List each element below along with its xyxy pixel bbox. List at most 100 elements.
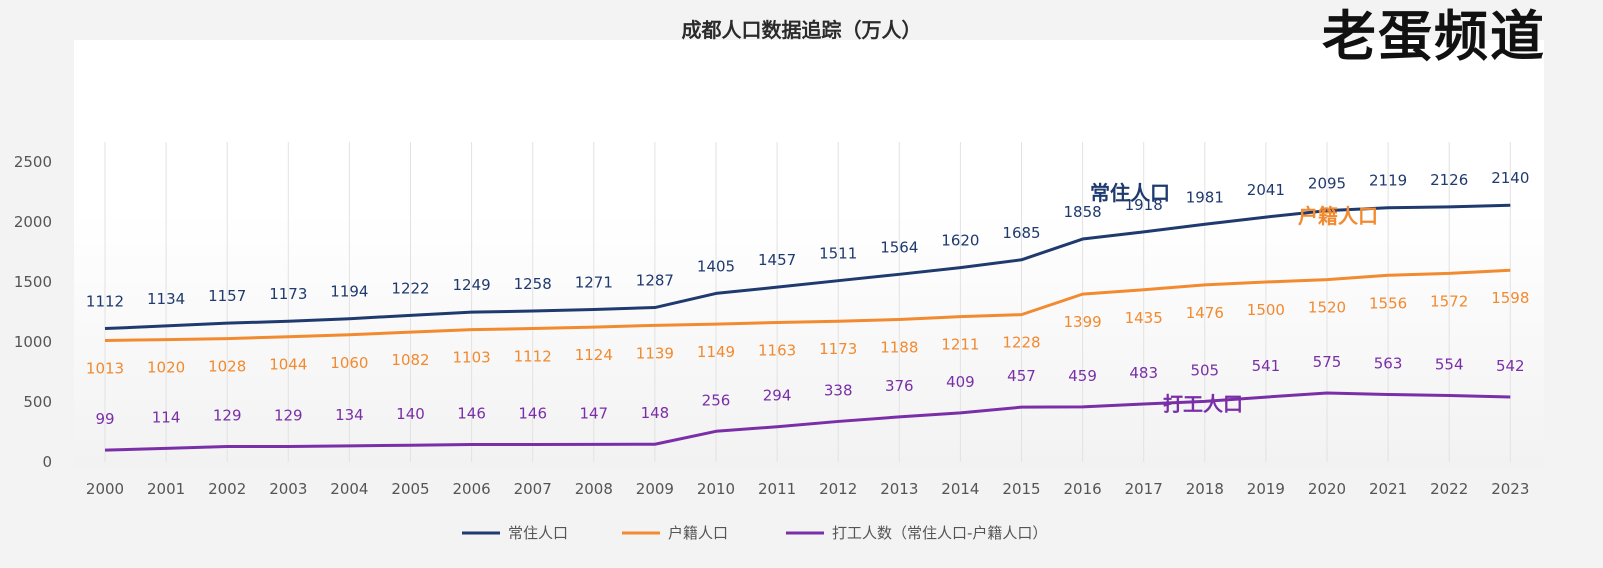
x-tick-label: 2007 [514,480,552,498]
data-label: 146 [457,404,486,422]
x-tick-label: 2015 [1002,480,1040,498]
x-tick-label: 2006 [453,480,491,498]
data-label: 1564 [880,238,918,256]
data-label: 1500 [1247,301,1285,319]
data-label: 542 [1496,357,1525,375]
data-label: 1435 [1125,309,1163,327]
chart-title: 成都人口数据追踪（万人） [681,18,922,42]
x-tick-label: 2003 [269,480,307,498]
data-label: 2140 [1491,169,1529,187]
data-label: 1013 [86,359,124,377]
gridlines [104,142,1511,462]
legend: 常住人口 户籍人口 打工人数（常住人口-户籍人口） [462,524,1047,542]
y-tick-label: 2000 [14,213,52,231]
data-label: 1918 [1125,196,1163,214]
data-label: 1222 [391,279,429,297]
plot-area [74,40,1544,468]
data-label: 129 [213,407,242,425]
data-label: 505 [1190,361,1219,379]
data-label: 146 [518,404,547,422]
data-label: 1457 [758,251,796,269]
x-tick-label: 2016 [1064,480,1102,498]
y-tick-label: 0 [42,453,52,471]
data-label: 1211 [941,336,979,354]
data-label: 338 [824,381,853,399]
x-tick-label: 2014 [941,480,979,498]
data-label: 1685 [1002,224,1040,242]
data-labels: 1112 1134 1157 1173 1194 1222 1249 1258 1271 1287… [86,169,1529,428]
x-tick-label: 2021 [1369,480,1407,498]
data-label: 1124 [575,346,613,364]
data-label: 1028 [208,358,246,376]
data-label: 1572 [1430,292,1468,310]
legend-label: 户籍人口 [668,524,728,542]
data-label: 2119 [1369,172,1407,190]
x-axis-ticks: 2000 2001 2002 2003 2004 2005 2006 2007 2008 2009… [86,480,1529,498]
data-label: 1112 [86,293,124,311]
watermark-text: 老蛋频道 [1322,5,1546,68]
x-tick-label: 2010 [697,480,735,498]
series-line-1 [104,203,1511,331]
data-label: 1188 [880,338,918,356]
data-label: 541 [1252,357,1281,375]
data-label: 114 [152,408,181,426]
series-inline-label: 户籍人口 [1298,204,1378,228]
data-label: 129 [274,407,303,425]
data-label: 2126 [1430,171,1468,189]
data-label: 457 [1007,367,1036,385]
legend-label: 打工人数（常住人口-户籍人口） [832,524,1047,542]
y-tick-label: 1000 [14,333,52,351]
data-label: 1103 [453,349,491,367]
data-label: 148 [641,404,670,422]
data-label: 1173 [269,285,307,303]
x-tick-label: 2000 [86,480,124,498]
data-label: 147 [579,404,608,422]
data-label: 134 [335,406,364,424]
data-label: 1981 [1186,188,1224,206]
x-tick-label: 2012 [819,480,857,498]
x-tick-label: 2011 [758,480,796,498]
data-label: 1060 [330,354,368,372]
data-label: 1134 [147,290,185,308]
data-label: 1620 [941,232,979,250]
data-label: 1020 [147,359,185,377]
data-label: 1149 [697,343,735,361]
series-inline-label: 打工人口 [1163,392,1243,416]
data-label: 1271 [575,273,613,291]
data-label: 1399 [1064,313,1102,331]
data-label: 294 [763,387,792,405]
series-line-3 [104,391,1511,452]
series-inline-label: 常住人口 [1090,181,1170,205]
data-label: 1511 [819,245,857,263]
data-label: 256 [702,391,731,409]
data-label: 1228 [1002,334,1040,352]
data-label: 1405 [697,257,735,275]
data-label: 1858 [1064,203,1102,221]
data-label: 575 [1313,353,1342,371]
data-label: 483 [1129,364,1158,382]
data-label: 1287 [636,272,674,290]
data-label: 1044 [269,356,307,374]
x-tick-label: 2019 [1247,480,1285,498]
data-label: 376 [885,377,914,395]
x-tick-label: 2017 [1125,480,1163,498]
x-tick-label: 2005 [391,480,429,498]
data-label: 1163 [758,341,796,359]
x-tick-label: 2008 [575,480,613,498]
y-tick-label: 1500 [14,273,52,291]
series-lines [104,203,1511,452]
x-tick-label: 2020 [1308,480,1346,498]
legend-label: 常住人口 [508,524,568,542]
data-label: 2041 [1247,181,1285,199]
data-label: 1082 [391,351,429,369]
data-label: 1139 [636,344,674,362]
data-label: 1476 [1186,304,1224,322]
data-label: 1112 [514,348,552,366]
series-line-2 [104,268,1511,342]
data-label: 409 [946,373,975,391]
y-tick-label: 500 [23,393,52,411]
data-label: 2095 [1308,175,1346,193]
data-label: 1194 [330,283,368,301]
data-label: 1556 [1369,294,1407,312]
